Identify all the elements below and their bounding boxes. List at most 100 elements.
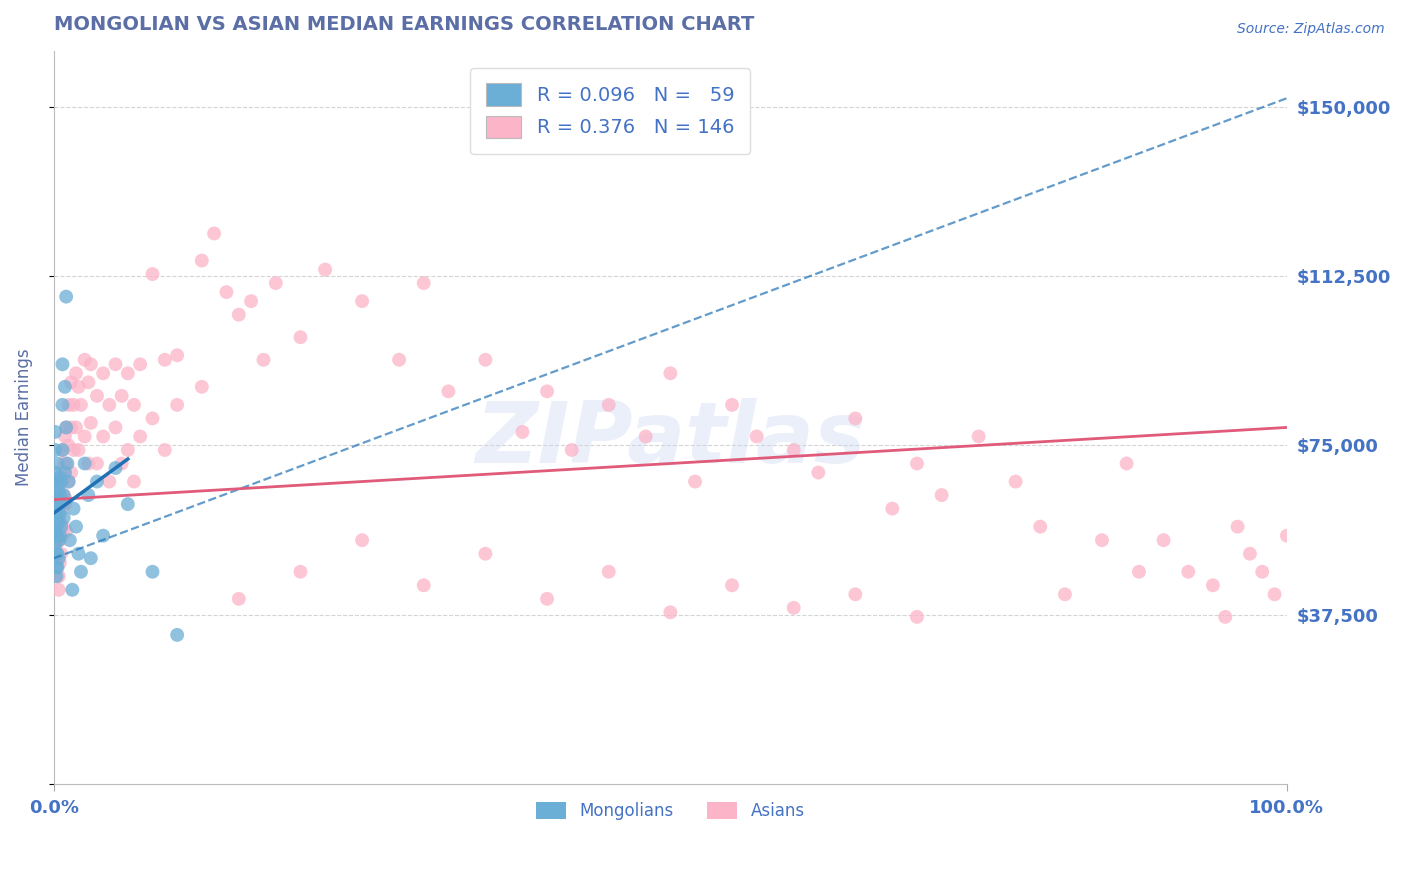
Point xyxy=(598,565,620,579)
Point xyxy=(45,547,67,561)
Point xyxy=(659,605,682,619)
Point xyxy=(1213,610,1236,624)
Point xyxy=(67,547,90,561)
Point xyxy=(86,475,108,489)
Point xyxy=(48,510,70,524)
Point xyxy=(153,442,176,457)
Point xyxy=(51,547,73,561)
Point xyxy=(782,442,804,457)
Point xyxy=(44,524,66,538)
Point xyxy=(191,253,214,268)
Point xyxy=(46,529,69,543)
Point xyxy=(48,497,70,511)
Point xyxy=(46,533,69,548)
Point xyxy=(58,438,80,452)
Point xyxy=(52,457,75,471)
Point xyxy=(153,352,176,367)
Point xyxy=(58,475,80,489)
Point xyxy=(104,357,127,371)
Point xyxy=(45,519,67,533)
Point xyxy=(59,533,82,548)
Legend: Mongolians, Asians: Mongolians, Asians xyxy=(530,795,811,827)
Point xyxy=(44,515,66,529)
Point xyxy=(45,551,67,566)
Point xyxy=(474,352,496,367)
Point xyxy=(80,416,103,430)
Point xyxy=(882,501,904,516)
Point xyxy=(48,488,70,502)
Point xyxy=(844,587,866,601)
Text: Source: ZipAtlas.com: Source: ZipAtlas.com xyxy=(1237,22,1385,37)
Point xyxy=(1128,565,1150,579)
Point xyxy=(931,488,953,502)
Point xyxy=(48,551,70,566)
Point xyxy=(474,547,496,561)
Point xyxy=(65,519,87,533)
Point xyxy=(44,538,66,552)
Point xyxy=(48,515,70,529)
Point xyxy=(56,457,79,471)
Point xyxy=(202,227,225,241)
Point xyxy=(44,519,66,533)
Point xyxy=(91,529,114,543)
Point xyxy=(51,497,73,511)
Point xyxy=(77,376,100,390)
Point xyxy=(44,466,66,480)
Point xyxy=(49,556,72,570)
Point xyxy=(1004,475,1026,489)
Point xyxy=(58,398,80,412)
Point xyxy=(807,466,830,480)
Point xyxy=(51,501,73,516)
Point xyxy=(55,457,77,471)
Point xyxy=(129,357,152,371)
Point xyxy=(352,533,374,548)
Point xyxy=(52,488,75,502)
Point xyxy=(1029,519,1052,533)
Point xyxy=(53,497,76,511)
Point xyxy=(1202,578,1225,592)
Point xyxy=(77,457,100,471)
Point xyxy=(45,488,67,502)
Point xyxy=(1115,457,1137,471)
Point xyxy=(55,524,77,538)
Point xyxy=(412,578,434,592)
Point xyxy=(80,551,103,566)
Point xyxy=(745,429,768,443)
Point xyxy=(104,461,127,475)
Point xyxy=(228,591,250,606)
Point xyxy=(122,398,145,412)
Text: ZIPatlas: ZIPatlas xyxy=(475,398,866,481)
Point xyxy=(62,442,84,457)
Point xyxy=(51,442,73,457)
Point xyxy=(65,367,87,381)
Point xyxy=(111,389,134,403)
Point xyxy=(86,457,108,471)
Point xyxy=(46,515,69,529)
Point xyxy=(44,492,66,507)
Point xyxy=(117,367,139,381)
Point xyxy=(67,442,90,457)
Point xyxy=(46,475,69,489)
Point xyxy=(45,519,67,533)
Point xyxy=(1251,565,1274,579)
Point xyxy=(141,411,163,425)
Point xyxy=(45,533,67,548)
Point xyxy=(844,411,866,425)
Point xyxy=(91,367,114,381)
Point xyxy=(721,578,744,592)
Point xyxy=(73,429,96,443)
Point xyxy=(290,330,312,344)
Point xyxy=(55,420,77,434)
Point xyxy=(53,466,76,480)
Point xyxy=(536,591,558,606)
Point xyxy=(48,483,70,498)
Point xyxy=(53,380,76,394)
Point xyxy=(598,398,620,412)
Point xyxy=(49,488,72,502)
Point xyxy=(166,628,188,642)
Point xyxy=(60,582,83,597)
Point xyxy=(77,488,100,502)
Point xyxy=(141,565,163,579)
Point xyxy=(44,442,66,457)
Point xyxy=(67,380,90,394)
